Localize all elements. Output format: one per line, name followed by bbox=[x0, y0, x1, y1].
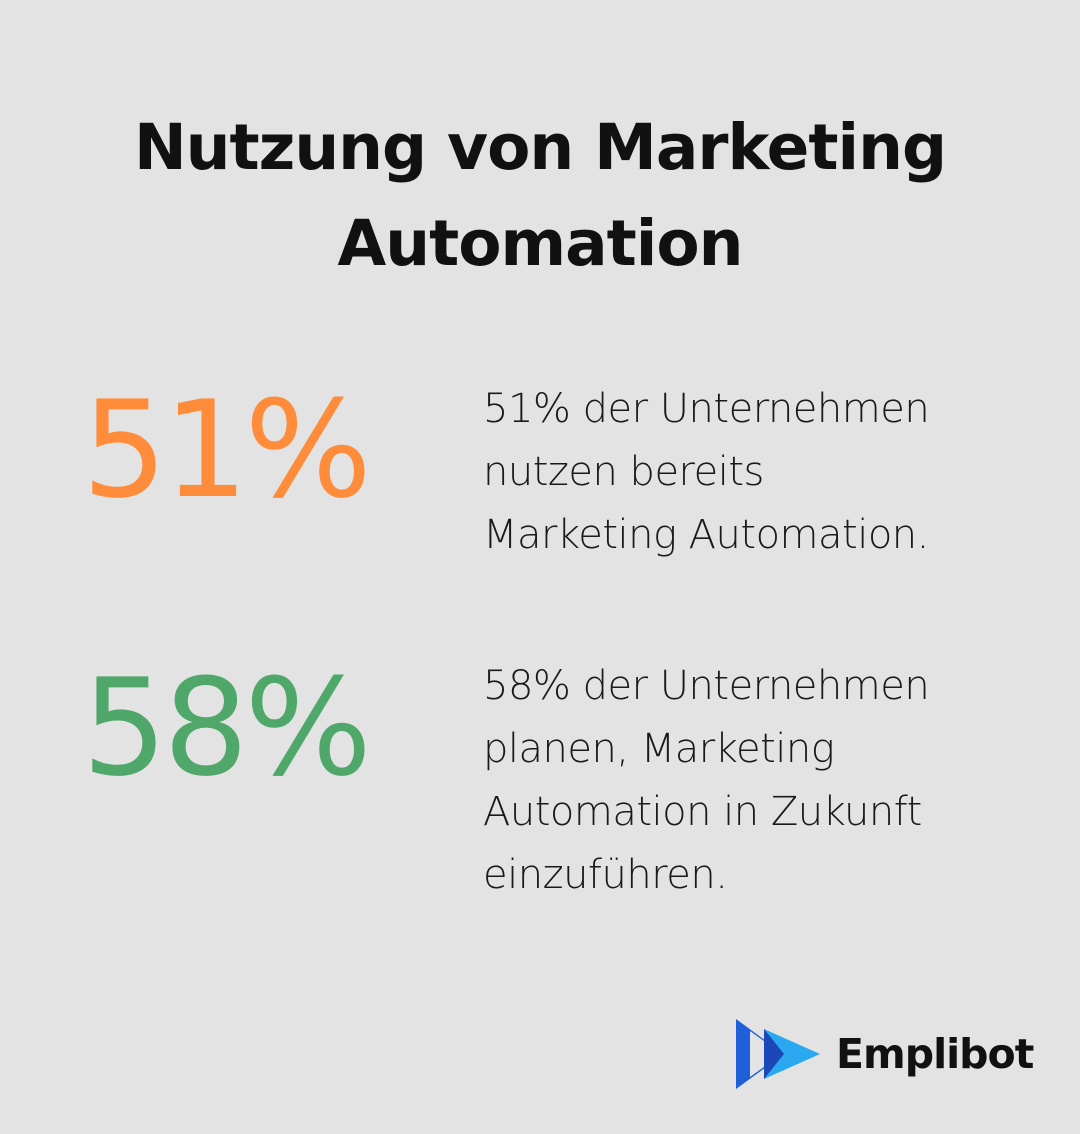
stat-description-line: 58% der Unternehmen bbox=[483, 663, 930, 709]
brand-name: Emplibot bbox=[836, 1030, 1034, 1078]
stat-description: 58% der Unternehmen planen, Marketing Au… bbox=[483, 655, 1043, 907]
stat-description-line: planen, Marketing bbox=[483, 726, 835, 772]
stat-description-line: Automation in Zukunft bbox=[483, 789, 922, 835]
stat-description: 51% der Unternehmen nutzen bereits Marke… bbox=[483, 378, 1043, 567]
title-line-1: Nutzung von Marketing bbox=[133, 111, 947, 184]
stat-description-line: einzuführen. bbox=[483, 852, 728, 898]
stat-description-line: nutzen bereits bbox=[483, 449, 764, 495]
stat-value-58: 58% bbox=[82, 650, 372, 806]
stat-description-line: Marketing Automation. bbox=[483, 512, 929, 558]
page-title: Nutzung von Marketing Automation bbox=[0, 100, 1080, 292]
brand-logo: Emplibot bbox=[736, 1019, 1034, 1089]
title-line-2: Automation bbox=[337, 207, 743, 280]
stat-description-line: 51% der Unternehmen bbox=[483, 386, 930, 432]
stat-value-51: 51% bbox=[82, 372, 372, 528]
play-arrows-logo-icon bbox=[736, 1019, 820, 1089]
